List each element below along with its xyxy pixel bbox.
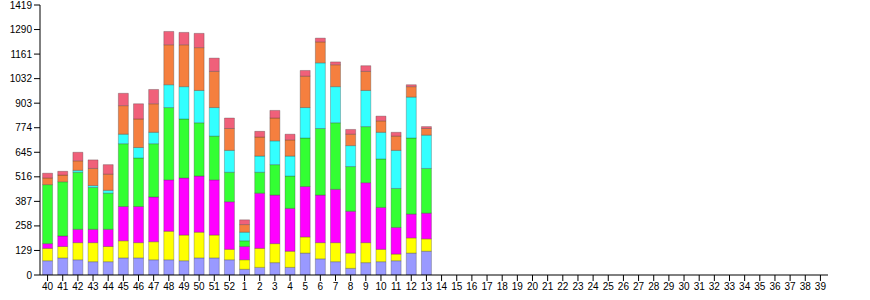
svg-text:50: 50 (194, 281, 206, 292)
svg-text:31: 31 (694, 281, 706, 292)
svg-text:23: 23 (572, 281, 584, 292)
svg-text:21: 21 (542, 281, 554, 292)
svg-text:39: 39 (815, 281, 827, 292)
svg-text:20: 20 (527, 281, 539, 292)
svg-text:49: 49 (178, 281, 190, 292)
svg-text:0: 0 (26, 270, 32, 281)
svg-text:44: 44 (103, 281, 115, 292)
svg-text:41: 41 (57, 281, 69, 292)
svg-text:7: 7 (333, 281, 339, 292)
svg-text:645: 645 (15, 147, 32, 158)
svg-text:38: 38 (800, 281, 812, 292)
svg-text:1161: 1161 (10, 49, 32, 60)
svg-text:5: 5 (302, 281, 308, 292)
svg-text:43: 43 (87, 281, 99, 292)
svg-text:10: 10 (375, 281, 387, 292)
svg-text:12: 12 (406, 281, 418, 292)
svg-text:48: 48 (163, 281, 175, 292)
svg-text:26: 26 (618, 281, 630, 292)
svg-text:37: 37 (785, 281, 797, 292)
svg-text:24: 24 (588, 281, 600, 292)
svg-text:1: 1 (242, 281, 248, 292)
svg-text:1290: 1290 (10, 24, 33, 35)
svg-text:35: 35 (754, 281, 766, 292)
svg-text:15: 15 (451, 281, 463, 292)
svg-text:36: 36 (769, 281, 781, 292)
svg-text:52: 52 (224, 281, 236, 292)
svg-text:51: 51 (209, 281, 221, 292)
svg-text:27: 27 (633, 281, 645, 292)
svg-text:9: 9 (363, 281, 369, 292)
svg-text:46: 46 (133, 281, 145, 292)
svg-text:34: 34 (739, 281, 751, 292)
svg-text:258: 258 (15, 220, 32, 231)
svg-text:8: 8 (348, 281, 354, 292)
svg-text:40: 40 (42, 281, 54, 292)
svg-text:33: 33 (724, 281, 736, 292)
svg-text:45: 45 (118, 281, 130, 292)
svg-text:30: 30 (678, 281, 690, 292)
svg-text:13: 13 (421, 281, 433, 292)
svg-text:129: 129 (15, 245, 32, 256)
svg-text:19: 19 (512, 281, 524, 292)
svg-text:17: 17 (481, 281, 493, 292)
svg-text:47: 47 (148, 281, 160, 292)
svg-text:42: 42 (72, 281, 84, 292)
svg-text:28: 28 (648, 281, 660, 292)
svg-text:11: 11 (391, 281, 402, 292)
svg-text:903: 903 (15, 98, 32, 109)
svg-text:3: 3 (272, 281, 278, 292)
svg-text:1419: 1419 (10, 0, 33, 11)
svg-text:6: 6 (318, 281, 324, 292)
svg-text:14: 14 (436, 281, 448, 292)
svg-text:16: 16 (466, 281, 478, 292)
svg-text:516: 516 (15, 171, 32, 182)
svg-text:25: 25 (603, 281, 615, 292)
svg-text:387: 387 (15, 196, 32, 207)
svg-text:2: 2 (257, 281, 263, 292)
svg-text:4: 4 (287, 281, 293, 292)
svg-text:1032: 1032 (10, 73, 33, 84)
svg-text:774: 774 (15, 122, 32, 133)
svg-text:18: 18 (497, 281, 509, 292)
svg-text:29: 29 (663, 281, 675, 292)
svg-text:32: 32 (709, 281, 721, 292)
svg-text:22: 22 (557, 281, 569, 292)
